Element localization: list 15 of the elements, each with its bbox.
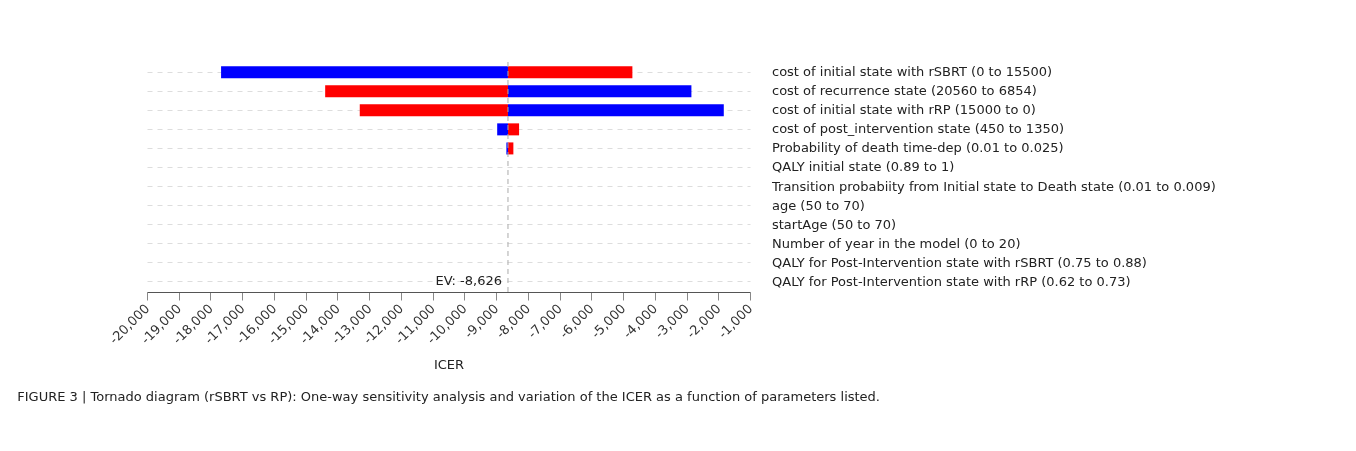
y-tick-label: Probability of death time-dep (0.01 to 0.025)	[772, 140, 1064, 156]
y-tick-label: Number of year in the model (0 to 20)	[772, 235, 1021, 251]
y-tick-label: cost of initial state with rSBRT (0 to 15500)	[772, 64, 1053, 80]
ref-line-label: EV: -8,626	[435, 273, 502, 288]
y-tick-label: cost of post_intervention state (450 to 1350)	[772, 121, 1065, 137]
caption: FIGURE 3 | Tornado diagram (rSBRT vs RP): One-way sensitivity analysis and variation of the ICER as a function of parameters listed.	[17, 389, 881, 405]
y-tick-label: age (50 to 70)	[772, 197, 865, 213]
y-tick-label: QALY initial state (0.89 to 1)	[772, 159, 955, 175]
y-tick-label: Transition probabiity from Initial state to Death state (0.01 to 0.009)	[771, 178, 1216, 194]
y-tick-label: QALY for Post-Intervention state with rRP (0.62 to 0.73)	[772, 273, 1131, 289]
y-tick-label: QALY for Post-Intervention state with rSBRT (0.75 to 0.88)	[772, 254, 1147, 270]
x-axis-title: ICER	[433, 356, 465, 372]
y-tick-label: startAge (50 to 70)	[772, 216, 897, 232]
y-tick-label: cost of recurrence state (20560 to 6854)	[772, 83, 1037, 99]
y-tick-label: cost of initial state with rRP (15000 to 0)	[772, 102, 1036, 118]
